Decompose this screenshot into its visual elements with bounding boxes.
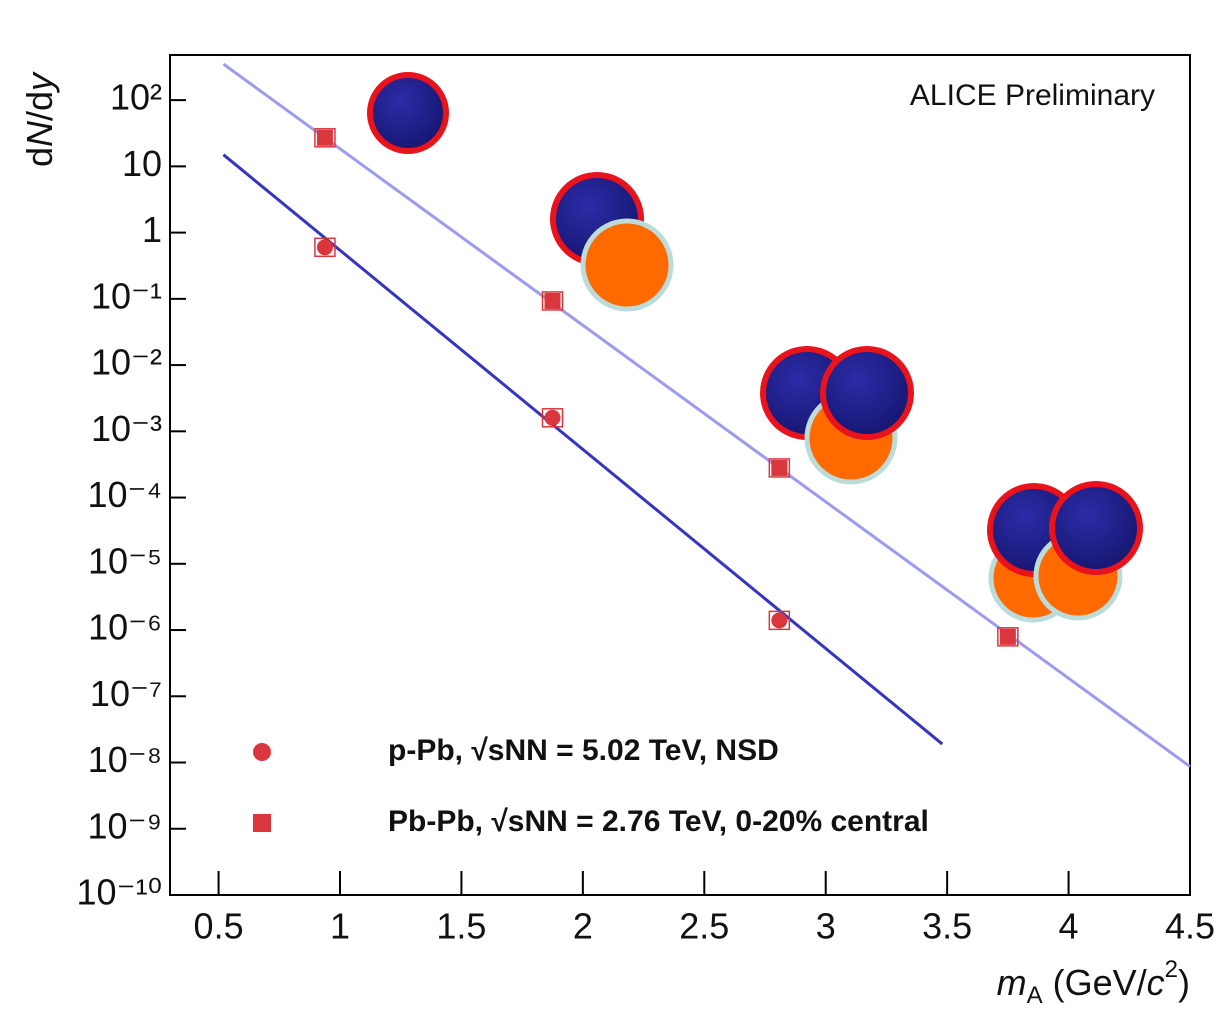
x-label-part: ) xyxy=(1178,962,1190,1003)
legend-marker xyxy=(253,743,271,761)
error-box xyxy=(314,237,336,258)
y-axis-label: dN/dy xyxy=(19,71,60,167)
data-point xyxy=(544,409,561,426)
error-box xyxy=(541,408,564,428)
x-label-part: (GeV/ xyxy=(1043,962,1147,1003)
data-point xyxy=(316,239,333,256)
data-point xyxy=(316,129,333,146)
y-tick-label: 10⁻² xyxy=(91,342,162,383)
y-label-part: y xyxy=(19,71,60,94)
x-label-part: c xyxy=(1147,962,1165,1003)
legend-label: Pb-Pb, √sNN = 2.76 TeV, 0-20% central xyxy=(388,805,929,838)
x-tick-label: 1 xyxy=(330,906,350,947)
error-box xyxy=(314,128,336,148)
data-point xyxy=(544,292,561,309)
y-tick-label: 10⁻⁷ xyxy=(90,673,162,714)
x-tick-label: 2 xyxy=(573,906,593,947)
y-tick-label: 1 xyxy=(142,209,162,250)
y-label-part: N xyxy=(19,120,60,147)
plot-frame xyxy=(169,54,1191,896)
y-tick-label: 10² xyxy=(110,77,162,118)
error-box xyxy=(768,458,791,478)
y-tick-label: 10⁻¹⁰ xyxy=(77,872,162,913)
y-tick-label: 10 xyxy=(122,143,162,184)
x-tick-label: 3.5 xyxy=(922,906,972,947)
x-tick-label: 4 xyxy=(1059,906,1079,947)
x-label-part: A xyxy=(1027,982,1043,1009)
nuclei-illustration xyxy=(367,72,1143,623)
y-label-part: /d xyxy=(19,91,60,121)
data-point xyxy=(771,612,788,629)
x-tick-label: 2.5 xyxy=(679,906,729,947)
fit-line xyxy=(222,153,944,746)
y-tick-label: 10⁻⁸ xyxy=(88,739,162,780)
y-label-part: d xyxy=(19,147,60,167)
legend-label: p-Pb, √sNN = 5.02 TeV, NSD xyxy=(388,734,779,767)
y-tick-label: 10⁻³ xyxy=(91,408,162,449)
x-tick-label: 4.5 xyxy=(1165,906,1215,947)
x-tick-label: 3 xyxy=(816,906,836,947)
y-tick-label: 10⁻¹ xyxy=(91,275,162,316)
x-axis-label: mA (GeV/c2) xyxy=(997,956,1190,1009)
y-tick-label: 10⁻⁵ xyxy=(88,540,162,581)
data-point xyxy=(999,628,1016,645)
y-tick-label: 10⁻⁹ xyxy=(88,805,162,846)
y-tick-label: 10⁻⁶ xyxy=(88,607,162,648)
y-tick-label: 10⁻⁴ xyxy=(87,474,162,515)
error-box xyxy=(541,291,564,311)
x-tick-label: 0.5 xyxy=(194,906,244,947)
x-tick-label: 1.5 xyxy=(436,906,486,947)
error-box xyxy=(997,627,1019,647)
data-point xyxy=(771,459,788,476)
x-label-part: 2 xyxy=(1165,956,1178,983)
fit-line xyxy=(222,62,1191,768)
x-label-part: m xyxy=(997,962,1027,1003)
legend-marker xyxy=(253,814,271,832)
annotation: ALICE Preliminary xyxy=(910,79,1155,112)
error-box xyxy=(768,610,791,631)
